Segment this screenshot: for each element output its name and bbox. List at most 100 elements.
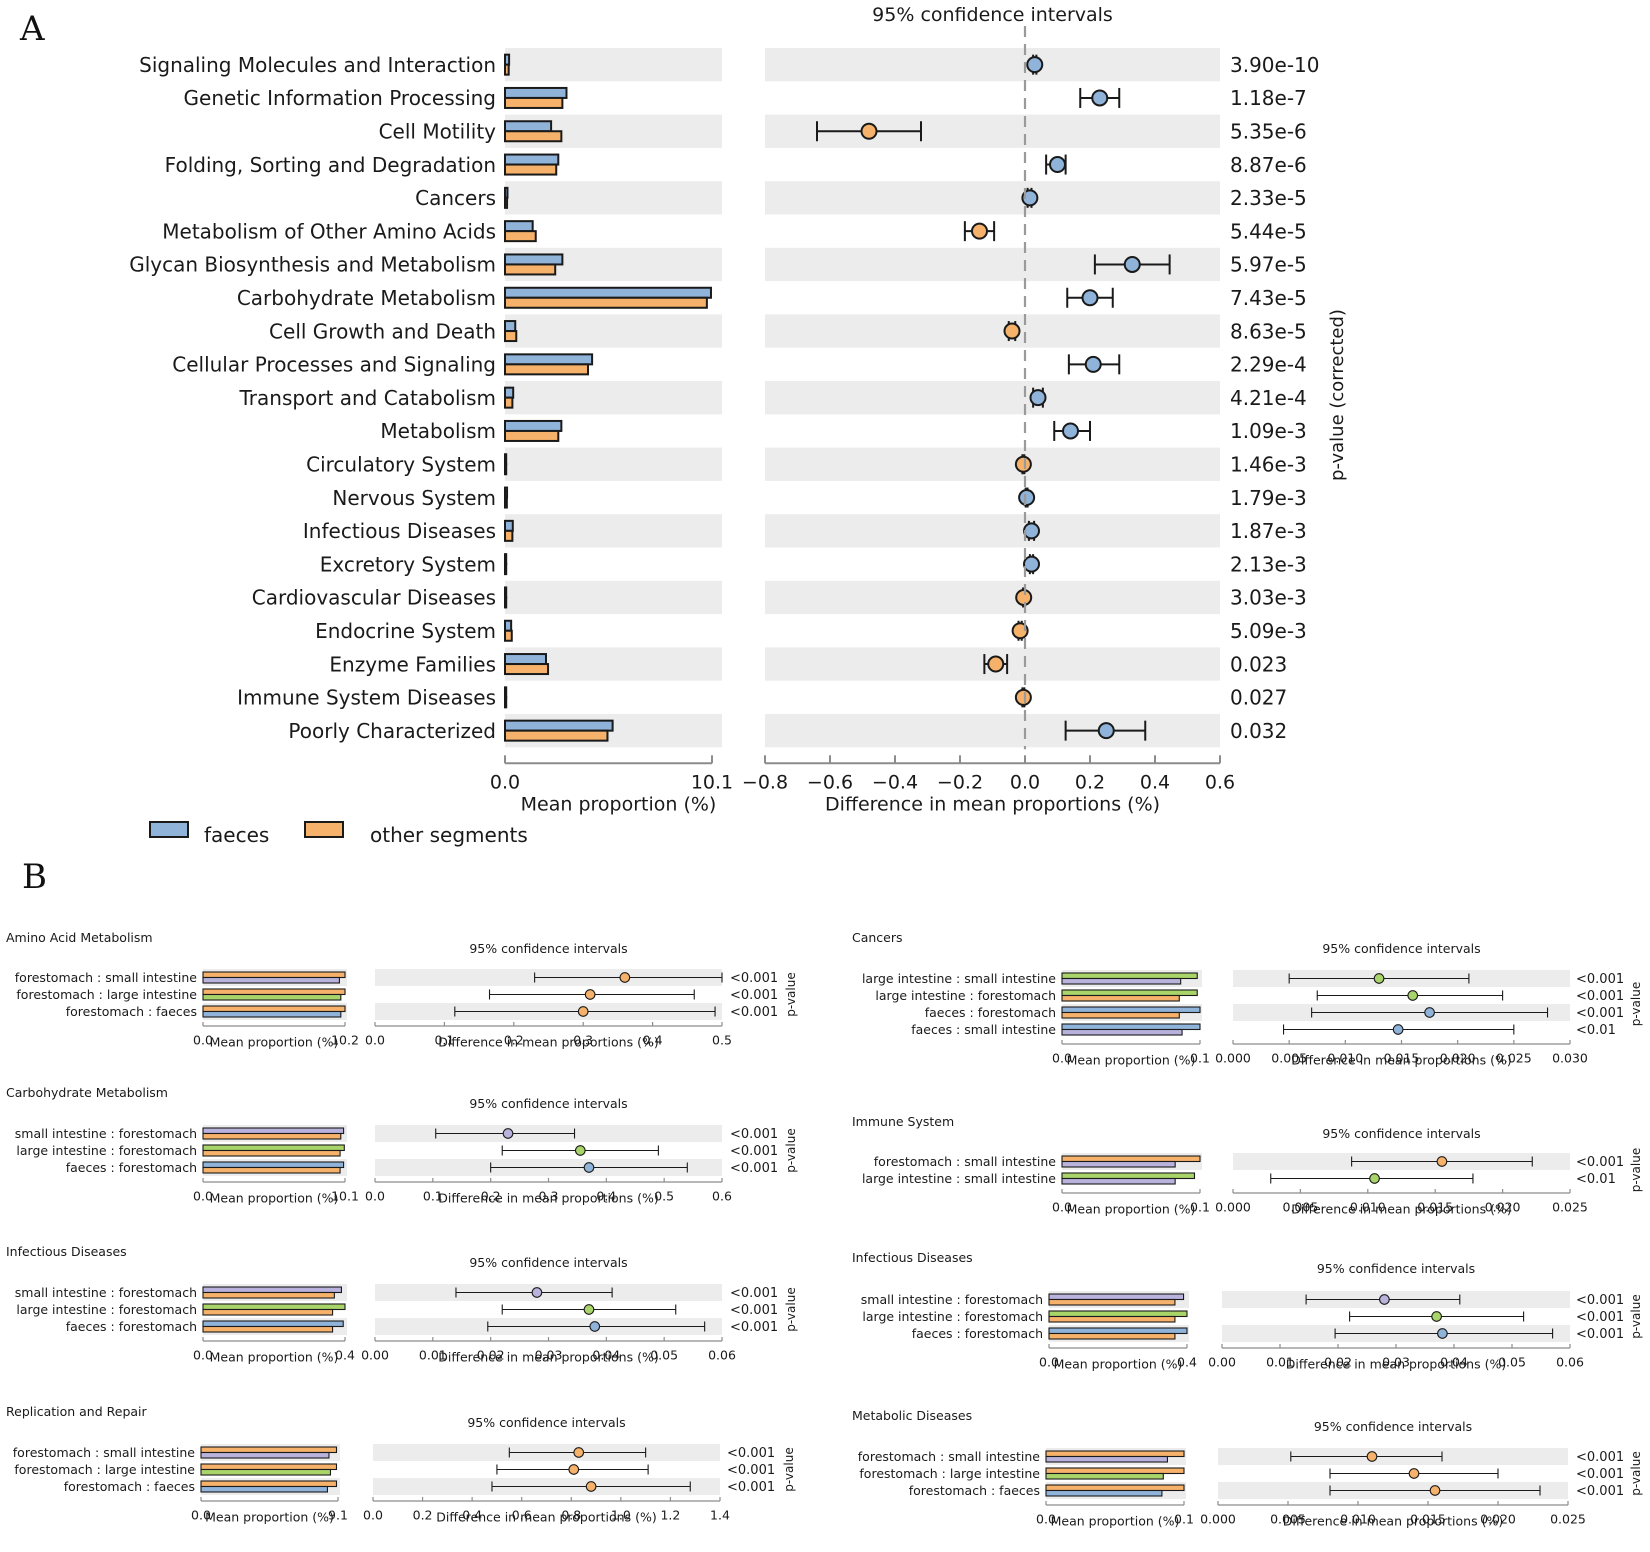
row-label: Endocrine System bbox=[315, 619, 496, 643]
diff-x-tick-label: 0.005 bbox=[1283, 1200, 1319, 1215]
diff-x-tick-label: −0.8 bbox=[742, 771, 788, 793]
diff-x-tick-label: 0.030 bbox=[1552, 1051, 1588, 1066]
row-label: large intestine : small intestine bbox=[862, 1171, 1056, 1186]
diff-point bbox=[1369, 1173, 1380, 1184]
p-value: 5.97e-5 bbox=[1230, 253, 1307, 277]
ci-title: 95% confidence intervals bbox=[1314, 1419, 1472, 1434]
p-value: 1.18e-7 bbox=[1230, 86, 1307, 110]
diff-x-axis-title: Difference in mean proportions (%) bbox=[1286, 1357, 1506, 1372]
mean-bar-group2 bbox=[504, 296, 708, 309]
bar-x-tick-label: 9.1 bbox=[328, 1508, 348, 1523]
p-value: <0.001 bbox=[730, 1005, 778, 1020]
diff-x-tick-label: 0.00 bbox=[1208, 1355, 1236, 1370]
diff-x-tick-label: 0.000 bbox=[1215, 1051, 1251, 1066]
mean-bar-group2 bbox=[504, 330, 518, 343]
p-value: 5.44e-5 bbox=[1230, 219, 1307, 243]
diff-x-axis-title: Difference in mean proportions (%) bbox=[1283, 1514, 1503, 1529]
p-value: 5.09e-3 bbox=[1230, 619, 1307, 643]
diff-point bbox=[1023, 555, 1040, 573]
diff-row-background bbox=[765, 580, 1220, 615]
diff-point bbox=[987, 655, 1005, 673]
row-label: Metabolism bbox=[380, 419, 496, 443]
mean-bar-group2 bbox=[504, 496, 508, 509]
mean-bar-group1 bbox=[504, 86, 568, 99]
p-value: 1.46e-3 bbox=[1230, 452, 1307, 476]
diff-x-tick-label: −0.6 bbox=[807, 771, 853, 793]
diff-point bbox=[860, 122, 878, 140]
bar-x-tick-label: 0.4 bbox=[335, 1348, 355, 1363]
diff-point bbox=[619, 972, 631, 983]
diff-x-tick-label: 0.6 bbox=[1205, 771, 1235, 793]
mean-bar-group2 bbox=[504, 96, 564, 109]
mean-bar-group2 bbox=[202, 1149, 341, 1157]
mean-bar-group2 bbox=[504, 196, 509, 209]
mean-bar-group2 bbox=[1048, 1298, 1176, 1306]
mean-bar-group2 bbox=[504, 729, 609, 742]
p-value: 3.90e-10 bbox=[1230, 53, 1320, 77]
p-value-axis-title: p-value bbox=[784, 1128, 798, 1172]
chart-b7: Infectious Diseases 95% confidence interv… bbox=[852, 1250, 1643, 1372]
p-value: <0.001 bbox=[730, 1320, 778, 1335]
mean-bar-group2 bbox=[200, 1468, 332, 1476]
diff-x-tick-label: 0.0 bbox=[365, 1033, 385, 1048]
bar-x-tick-label: 0.0 bbox=[1036, 1512, 1056, 1527]
mean-bar-group1 bbox=[1048, 1327, 1188, 1335]
mean-bar-group2 bbox=[504, 130, 563, 143]
mean-bar-group1 bbox=[1045, 1484, 1185, 1492]
diff-point bbox=[585, 1481, 597, 1492]
mean-bar-group2 bbox=[1045, 1489, 1163, 1497]
diff-point bbox=[1373, 973, 1385, 984]
bar-x-axis-title: Mean proportion (%) bbox=[521, 793, 717, 815]
ci-title: 95% confidence intervals bbox=[1322, 1126, 1480, 1141]
diff-x-axis-title: Difference in mean proportions (%) bbox=[438, 1191, 658, 1206]
mean-bar-group1 bbox=[504, 686, 508, 699]
mean-bar-group2 bbox=[1061, 977, 1182, 985]
p-value-axis-title: p-value bbox=[1629, 1451, 1643, 1495]
chart-title: Metabolic Diseases bbox=[852, 1408, 972, 1423]
mean-bar-group1 bbox=[1061, 1172, 1196, 1180]
diff-point bbox=[1431, 1311, 1442, 1322]
diff-x-tick-label: 0.5 bbox=[654, 1189, 674, 1204]
mean-bar-group2 bbox=[202, 1308, 334, 1316]
diff-row-background bbox=[765, 181, 1220, 215]
mean-bar-group1 bbox=[504, 353, 594, 366]
diff-x-axis-title: Difference in mean proportions (%) bbox=[825, 793, 1160, 815]
diff-point bbox=[1049, 156, 1066, 174]
ci-title: 95% confidence intervals bbox=[1317, 1261, 1475, 1276]
diff-row-background bbox=[765, 514, 1220, 548]
row-label: Cell Growth and Death bbox=[269, 319, 496, 343]
mean-bar-group2 bbox=[1048, 1332, 1176, 1340]
diff-x-axis-title: Difference in mean proportions (%) bbox=[438, 1035, 658, 1050]
mean-bar-group1 bbox=[202, 1161, 345, 1169]
chart-title: Infectious Diseases bbox=[852, 1250, 973, 1265]
p-value: 1.09e-3 bbox=[1230, 419, 1307, 443]
diff-x-tick-label: 0.02 bbox=[477, 1348, 505, 1363]
diff-x-tick-label: 0.1 bbox=[423, 1189, 443, 1204]
p-value: <0.001 bbox=[1576, 1450, 1624, 1465]
row-label: large intestine : small intestine bbox=[862, 971, 1056, 986]
mean-bar-group1 bbox=[1045, 1450, 1185, 1458]
p-value: <0.01 bbox=[1576, 1023, 1616, 1038]
bar-x-axis-title: Mean proportion (%) bbox=[210, 1191, 339, 1206]
mean-bar-group1 bbox=[200, 1480, 338, 1488]
diff-x-tick-label: 0.015 bbox=[1410, 1512, 1446, 1527]
row-label: forestomach : faeces bbox=[64, 1479, 195, 1494]
legend: faeces other segments bbox=[149, 821, 528, 847]
p-value: 0.032 bbox=[1230, 719, 1287, 743]
row-label: forestomach : small intestine bbox=[858, 1449, 1041, 1464]
mean-bar-group2 bbox=[504, 629, 513, 642]
mean-bar-group1 bbox=[202, 1286, 342, 1294]
p-value-axis-title: p-value bbox=[1629, 982, 1643, 1026]
diff-point bbox=[1014, 688, 1032, 706]
diff-point bbox=[1424, 1007, 1435, 1018]
diff-point bbox=[502, 1128, 514, 1139]
bar-x-tick-label: 10.1 bbox=[691, 771, 733, 793]
diff-x-tick-label: 0.01 bbox=[1266, 1355, 1294, 1370]
diff-x-axis-title: Difference in mean proportions (%) bbox=[438, 1350, 658, 1365]
mean-bar-group2 bbox=[504, 696, 508, 709]
row-label: forestomach : large intestine bbox=[16, 987, 197, 1002]
diff-point bbox=[577, 1006, 589, 1017]
legend-label: other segments bbox=[370, 823, 528, 847]
mean-bar-group1 bbox=[1061, 1155, 1201, 1163]
p-value: 7.43e-5 bbox=[1230, 286, 1307, 310]
